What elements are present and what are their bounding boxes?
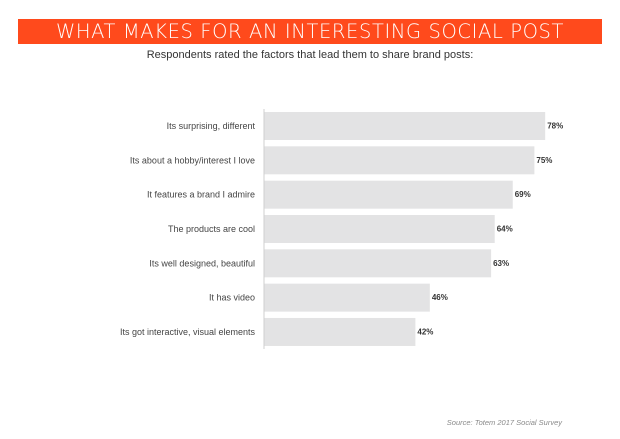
value-label: 69% xyxy=(515,190,531,199)
source-note: Source: Totem 2017 Social Survey xyxy=(446,418,562,427)
bar xyxy=(264,214,495,243)
value-label: 46% xyxy=(432,293,448,302)
bar xyxy=(264,317,416,346)
chart-title: WHAT MAKES FOR AN INTERESTING SOCIAL POS… xyxy=(18,19,602,44)
bar xyxy=(264,180,513,209)
bar xyxy=(264,249,492,278)
bar xyxy=(264,112,546,140)
category-label: It has video xyxy=(209,293,255,303)
value-label: 75% xyxy=(536,156,552,165)
bar xyxy=(264,283,430,312)
category-label: Its well designed, beautiful xyxy=(149,258,255,268)
bar xyxy=(264,146,535,175)
category-label: It features a brand I admire xyxy=(147,190,255,200)
value-label: 64% xyxy=(497,224,513,233)
category-label: Its got interactive, visual elements xyxy=(120,327,256,337)
value-label: 42% xyxy=(417,327,433,336)
chart-subtitle: Respondents rated the factors that lead … xyxy=(146,49,474,61)
labels-layer: Its surprising, different 78% Its about a … xyxy=(120,121,563,337)
category-label: Its about a hobby/interest I love xyxy=(130,155,255,165)
category-label: Its surprising, different xyxy=(167,121,256,131)
bars-layer xyxy=(264,112,546,346)
category-label: The products are cool xyxy=(168,224,255,234)
value-label: 63% xyxy=(493,259,509,268)
value-label: 78% xyxy=(547,122,563,131)
